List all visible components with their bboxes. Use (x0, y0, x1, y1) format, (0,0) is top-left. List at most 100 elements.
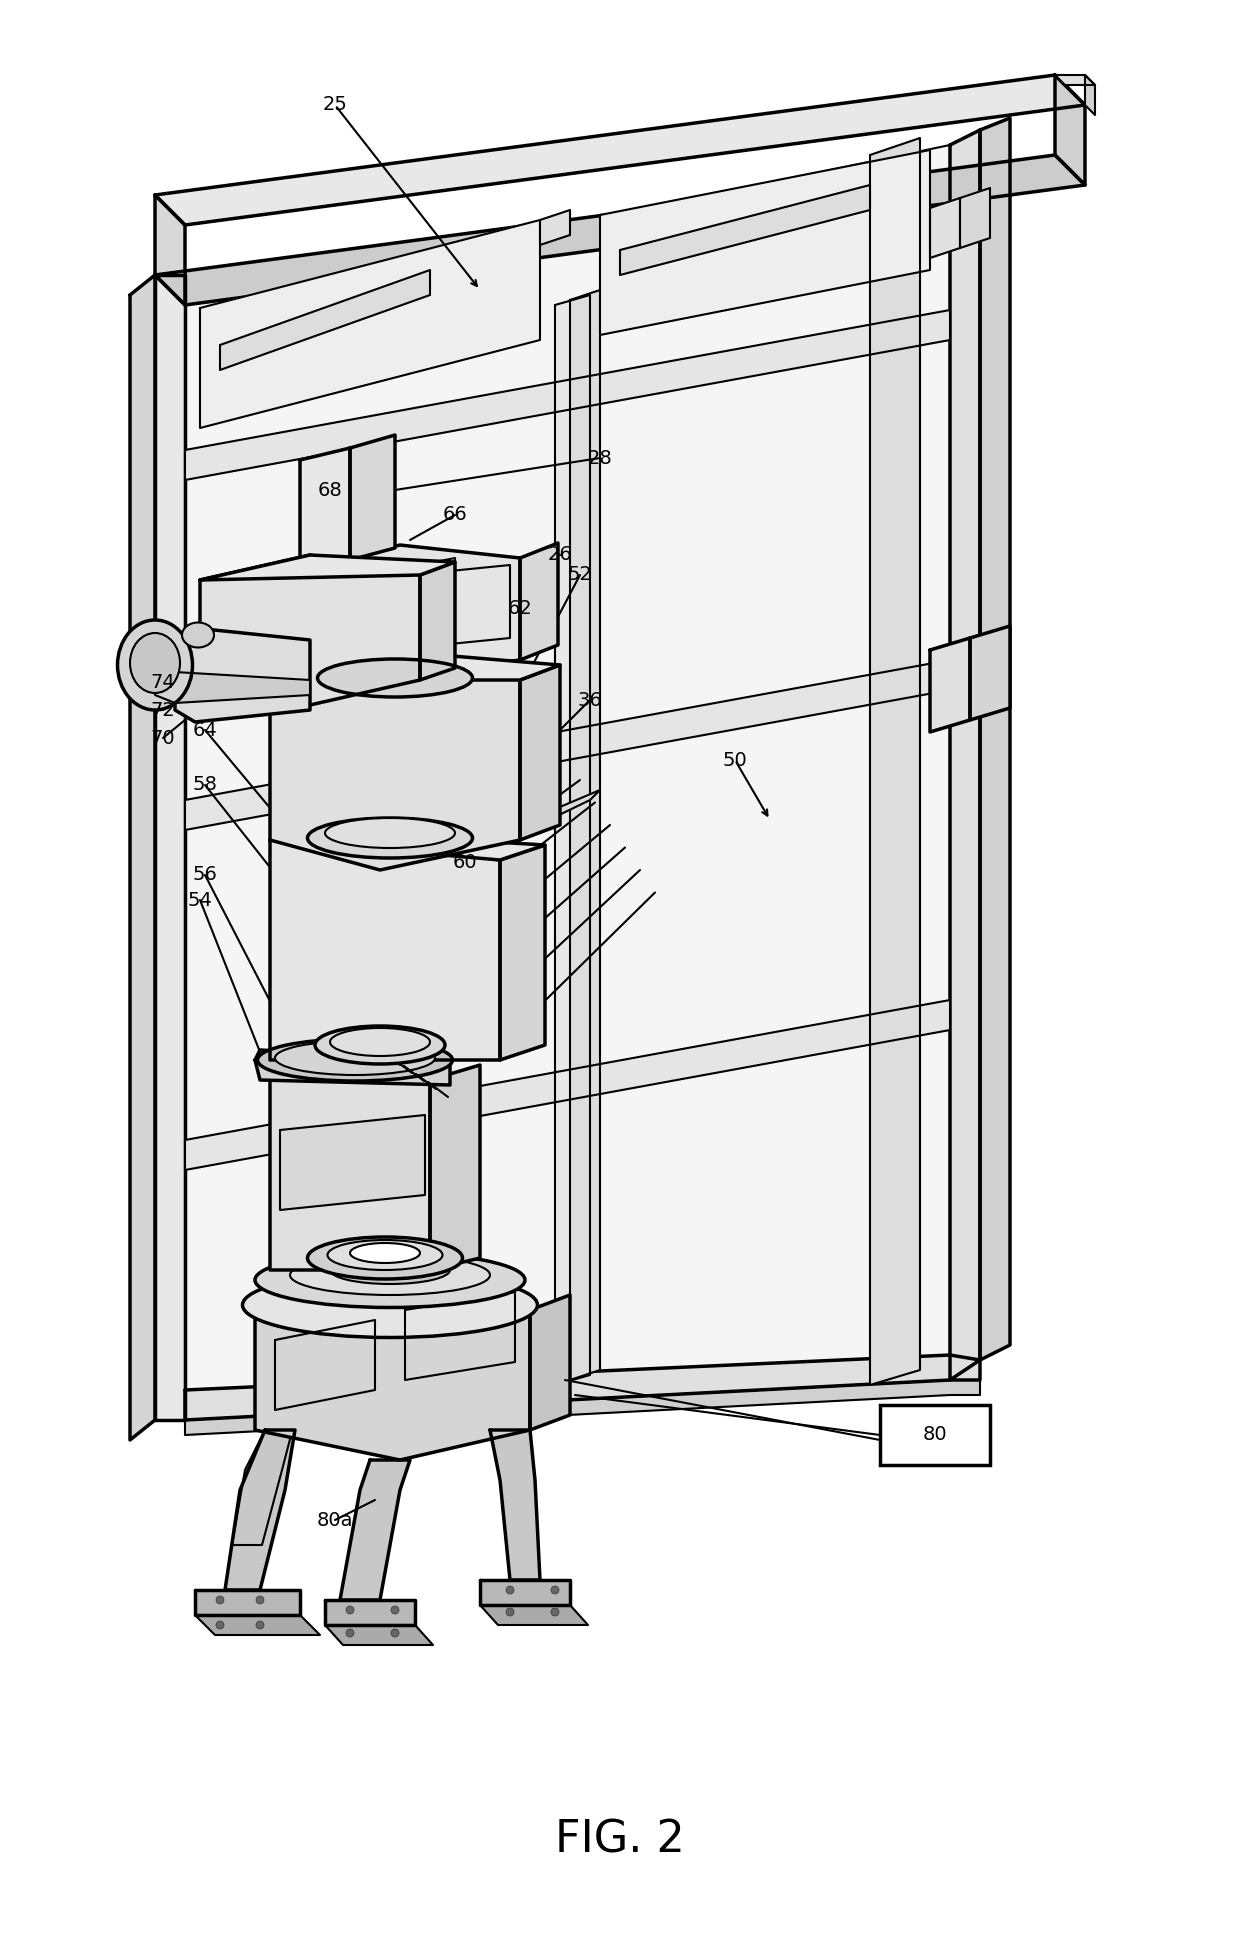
Polygon shape (325, 1624, 433, 1646)
Circle shape (551, 1585, 559, 1593)
Polygon shape (232, 1420, 295, 1544)
Ellipse shape (315, 1026, 445, 1065)
Text: 64: 64 (192, 720, 217, 739)
Circle shape (391, 1607, 399, 1615)
Circle shape (346, 1628, 353, 1636)
Polygon shape (270, 831, 546, 860)
Polygon shape (195, 1589, 300, 1615)
Ellipse shape (308, 1236, 463, 1279)
Polygon shape (270, 1061, 430, 1269)
Polygon shape (219, 269, 430, 370)
Ellipse shape (243, 1273, 537, 1338)
Polygon shape (350, 544, 520, 675)
Polygon shape (970, 626, 1011, 720)
Circle shape (506, 1609, 515, 1617)
Polygon shape (155, 673, 310, 704)
Polygon shape (980, 119, 1011, 1359)
Polygon shape (420, 562, 455, 681)
Ellipse shape (350, 1242, 420, 1264)
Polygon shape (870, 138, 920, 1384)
Polygon shape (185, 144, 950, 1420)
Polygon shape (960, 187, 990, 248)
Ellipse shape (255, 1252, 525, 1308)
Text: 70: 70 (151, 729, 175, 747)
Polygon shape (130, 275, 155, 1439)
Text: 25: 25 (322, 96, 347, 115)
Ellipse shape (290, 1256, 490, 1295)
Polygon shape (175, 628, 310, 722)
Polygon shape (224, 1429, 295, 1589)
Polygon shape (350, 435, 396, 560)
Polygon shape (570, 291, 600, 1381)
Polygon shape (300, 448, 350, 571)
Polygon shape (270, 831, 500, 1061)
Ellipse shape (330, 1028, 430, 1057)
Text: 58: 58 (192, 776, 217, 794)
Circle shape (391, 1628, 399, 1636)
Ellipse shape (182, 622, 215, 647)
Text: 56: 56 (192, 866, 217, 885)
Ellipse shape (330, 1256, 450, 1283)
Polygon shape (155, 275, 185, 1420)
Text: 50: 50 (723, 751, 748, 770)
Text: 66: 66 (443, 505, 467, 525)
Ellipse shape (355, 1260, 425, 1277)
Polygon shape (155, 74, 1085, 224)
Circle shape (346, 1607, 353, 1615)
Ellipse shape (118, 620, 192, 710)
Text: FIG. 2: FIG. 2 (556, 1819, 684, 1862)
Text: 54: 54 (187, 891, 212, 909)
Polygon shape (155, 154, 1085, 304)
Circle shape (216, 1620, 224, 1628)
Ellipse shape (308, 817, 472, 858)
Polygon shape (1055, 74, 1085, 185)
Polygon shape (255, 1049, 450, 1084)
Polygon shape (185, 310, 950, 480)
Polygon shape (480, 1580, 570, 1605)
Polygon shape (195, 1615, 320, 1634)
Polygon shape (520, 542, 558, 659)
Polygon shape (340, 1461, 410, 1601)
Polygon shape (430, 1065, 480, 1269)
Text: 36: 36 (578, 690, 603, 710)
Polygon shape (950, 131, 980, 1381)
Circle shape (255, 1595, 264, 1605)
Polygon shape (255, 1279, 529, 1461)
Polygon shape (500, 844, 546, 1061)
Circle shape (551, 1609, 559, 1617)
Circle shape (506, 1585, 515, 1593)
Polygon shape (325, 1601, 415, 1624)
Text: 60: 60 (453, 852, 477, 872)
Ellipse shape (317, 659, 472, 696)
Ellipse shape (258, 1039, 453, 1080)
Ellipse shape (327, 1240, 443, 1269)
Polygon shape (1055, 74, 1095, 86)
Polygon shape (185, 1355, 980, 1420)
Ellipse shape (130, 634, 180, 692)
Polygon shape (620, 185, 870, 275)
Circle shape (255, 1620, 264, 1628)
Text: 28: 28 (588, 448, 613, 468)
Text: 74: 74 (150, 673, 175, 692)
Ellipse shape (275, 1041, 435, 1074)
Polygon shape (520, 665, 560, 840)
Polygon shape (930, 199, 960, 257)
Circle shape (216, 1595, 224, 1605)
Text: 26: 26 (548, 546, 573, 564)
Polygon shape (200, 556, 455, 579)
Polygon shape (480, 1605, 588, 1624)
Polygon shape (1085, 74, 1095, 115)
Polygon shape (930, 638, 970, 731)
Polygon shape (420, 790, 600, 879)
Text: 72: 72 (150, 700, 175, 720)
Polygon shape (556, 294, 590, 1384)
Polygon shape (600, 150, 930, 335)
Polygon shape (185, 1381, 980, 1435)
Polygon shape (200, 556, 420, 706)
FancyBboxPatch shape (880, 1406, 990, 1464)
Polygon shape (270, 649, 560, 681)
Polygon shape (155, 195, 185, 304)
Ellipse shape (325, 817, 455, 848)
Polygon shape (200, 220, 539, 427)
Polygon shape (539, 211, 570, 246)
